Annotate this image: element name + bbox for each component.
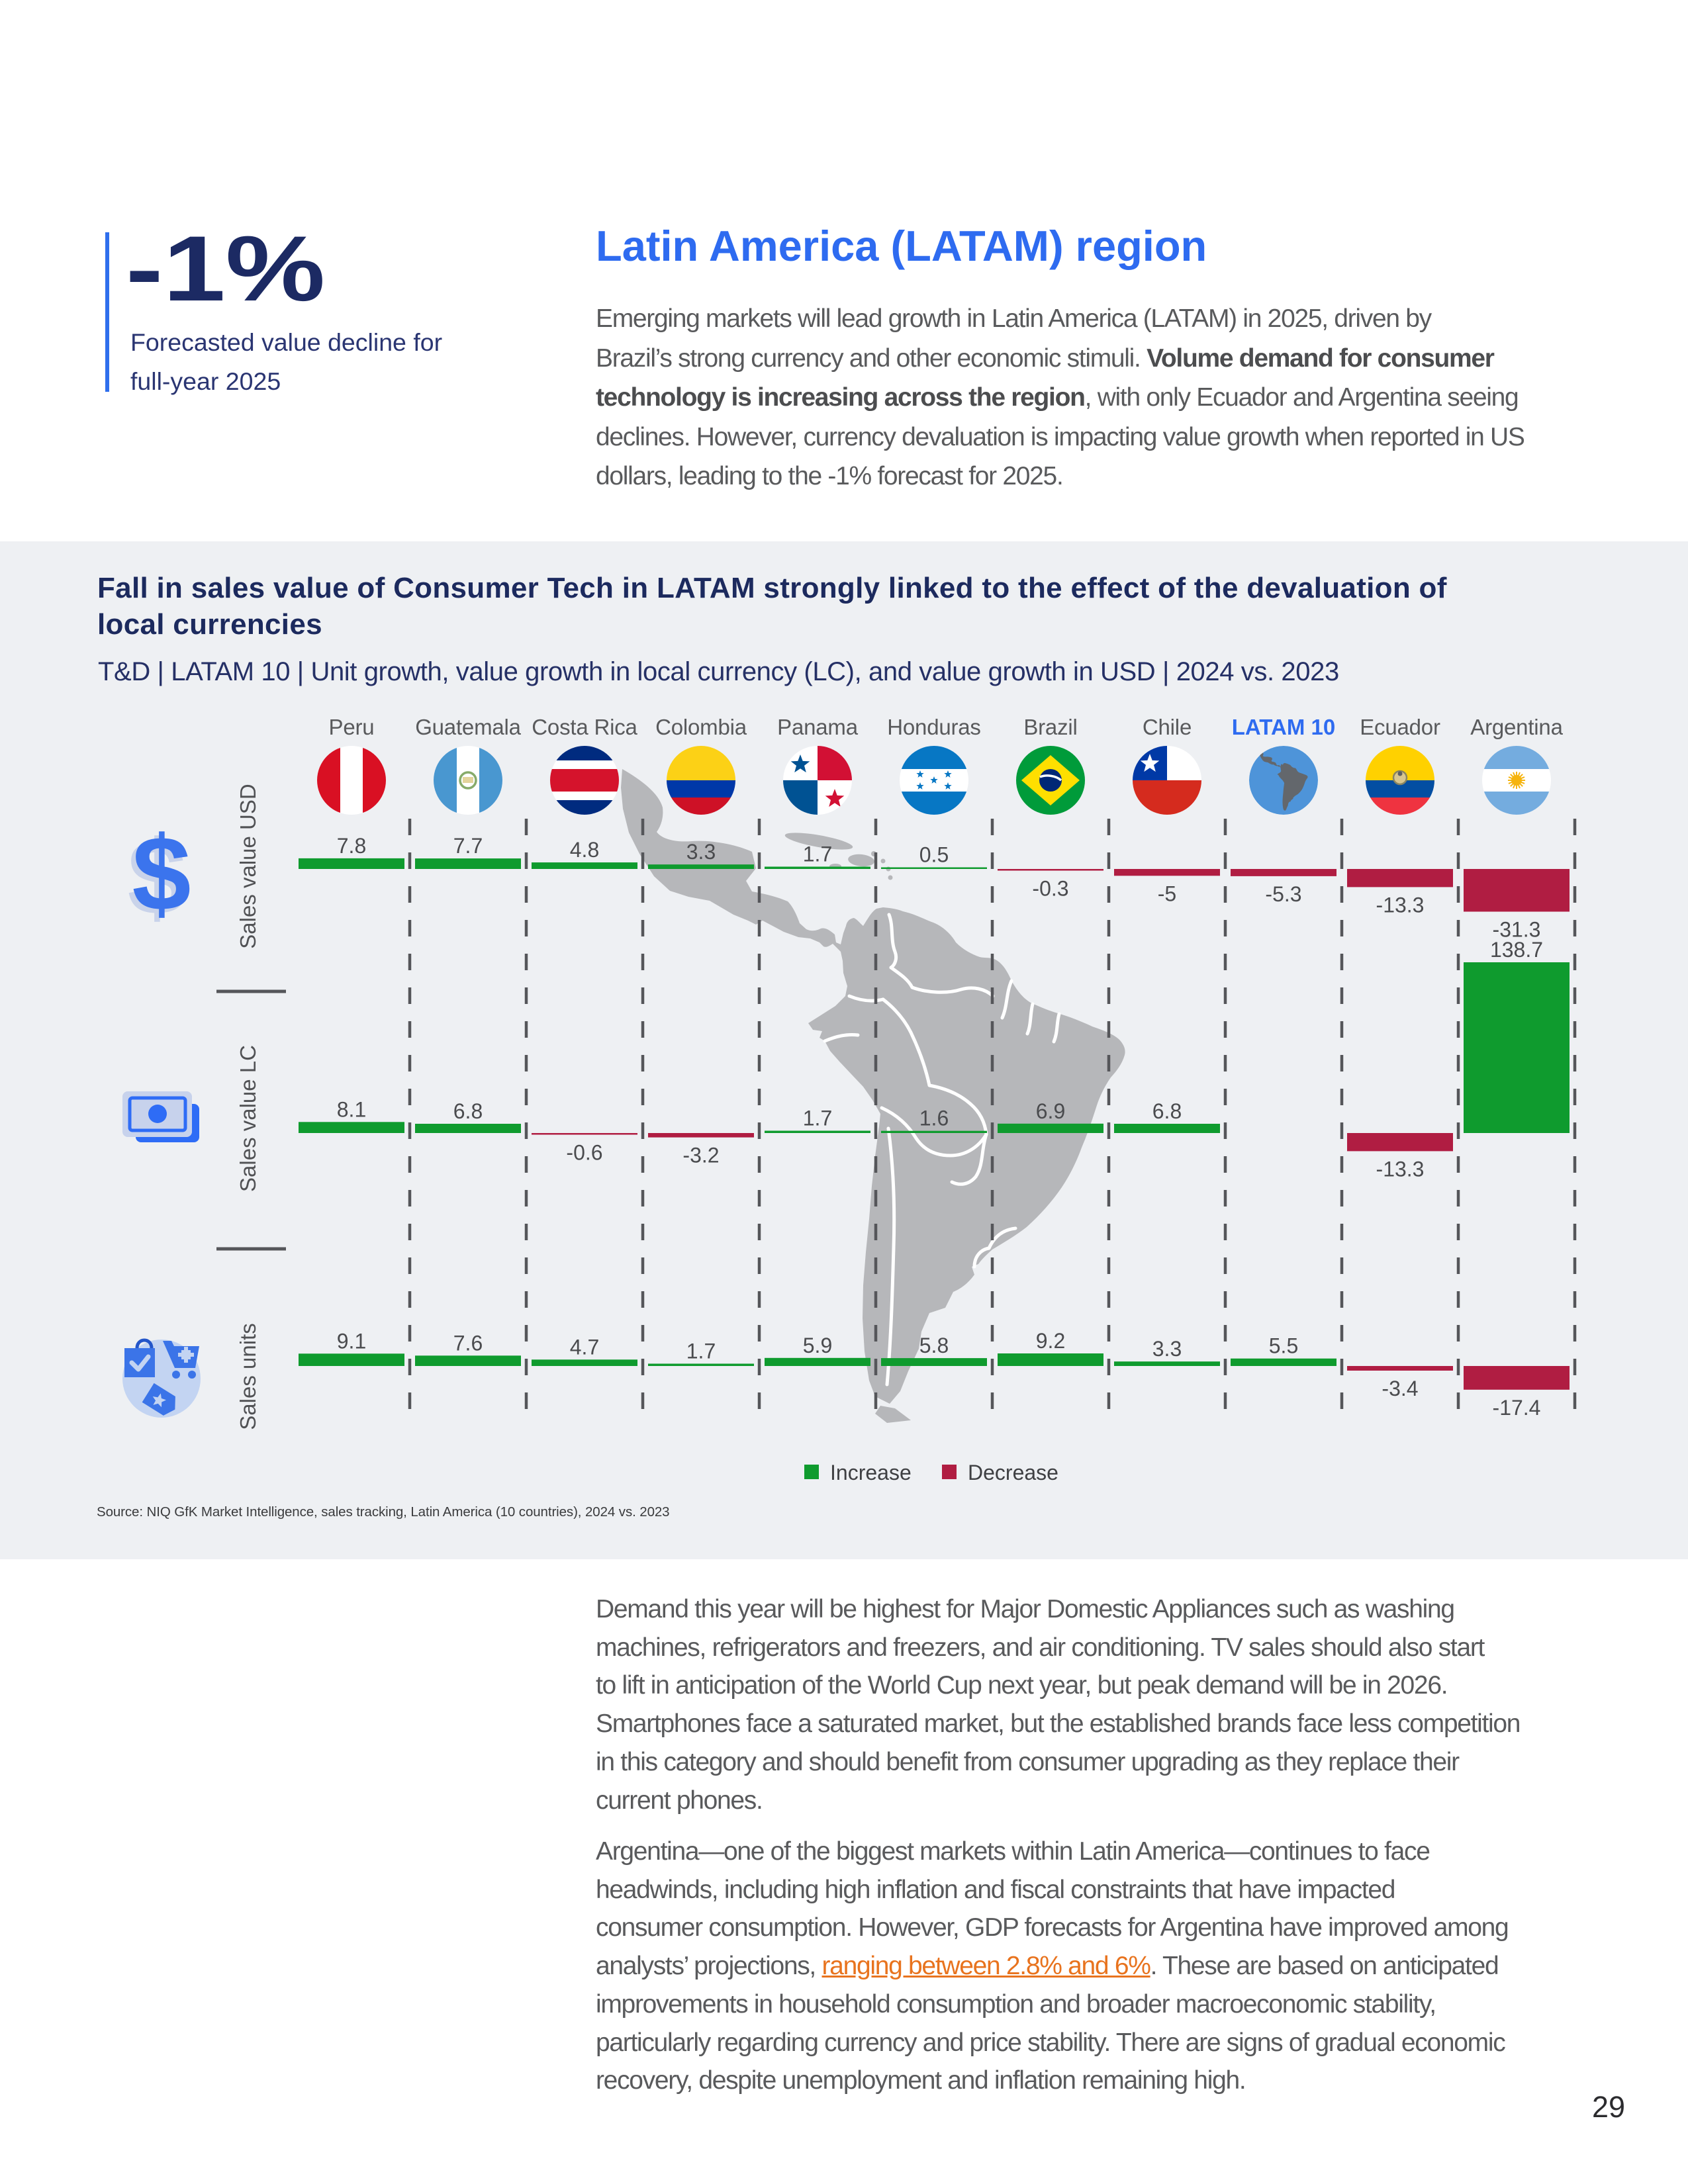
svg-text:7.6: 7.6 [453, 1331, 483, 1355]
svg-text:Increase: Increase [830, 1461, 912, 1484]
svg-text:-17.4: -17.4 [1493, 1396, 1541, 1420]
svg-text:1.7: 1.7 [803, 1107, 832, 1130]
svg-text:Sales value USD: Sales value USD [236, 784, 260, 948]
svg-text:-5: -5 [1158, 882, 1176, 905]
svg-text:6.8: 6.8 [453, 1099, 483, 1123]
svg-text:Ecuador: Ecuador [1360, 715, 1440, 739]
svg-text:Peru: Peru [329, 715, 375, 739]
svg-text:5.8: 5.8 [919, 1334, 949, 1357]
svg-text:-0.6: -0.6 [566, 1141, 602, 1165]
svg-text:Panama: Panama [777, 715, 859, 739]
svg-text:7.8: 7.8 [337, 834, 366, 858]
svg-text:4.8: 4.8 [570, 838, 599, 862]
svg-text:$: $ [128, 818, 187, 936]
svg-text:Brazil: Brazil [1023, 715, 1077, 739]
svg-text:-13.3: -13.3 [1376, 893, 1425, 917]
svg-text:Argentina: Argentina [1470, 715, 1563, 739]
svg-text:-0.3: -0.3 [1032, 877, 1068, 901]
svg-text:$: $ [132, 814, 191, 933]
svg-text:Sales value LC: Sales value LC [236, 1045, 260, 1192]
svg-text:7.7: 7.7 [453, 834, 483, 858]
svg-text:5.9: 5.9 [803, 1334, 832, 1357]
svg-text:-31.3: -31.3 [1493, 918, 1541, 942]
svg-text:-3.4: -3.4 [1382, 1377, 1418, 1400]
svg-text:Costa Rica: Costa Rica [532, 715, 637, 739]
svg-text:-13.3: -13.3 [1376, 1157, 1425, 1181]
svg-text:138.7: 138.7 [1490, 938, 1543, 962]
svg-text:3.3: 3.3 [686, 840, 716, 864]
svg-text:-3.2: -3.2 [682, 1144, 719, 1167]
svg-text:Colombia: Colombia [655, 715, 747, 739]
svg-text:1.7: 1.7 [803, 842, 832, 866]
svg-text:Decrease: Decrease [968, 1461, 1058, 1484]
svg-text:3.3: 3.3 [1152, 1337, 1182, 1361]
svg-text:5.5: 5.5 [1269, 1334, 1298, 1358]
svg-text:6.8: 6.8 [1152, 1099, 1182, 1123]
svg-text:4.7: 4.7 [570, 1335, 599, 1359]
svg-text:1.7: 1.7 [686, 1340, 716, 1363]
svg-text:-5.3: -5.3 [1265, 882, 1301, 906]
svg-text:Guatemala: Guatemala [415, 715, 521, 739]
svg-text:9.1: 9.1 [337, 1329, 366, 1353]
svg-text:Sales units: Sales units [236, 1323, 260, 1430]
svg-text:9.2: 9.2 [1036, 1329, 1065, 1353]
svg-text:Chile: Chile [1143, 715, 1192, 739]
svg-text:8.1: 8.1 [337, 1097, 366, 1121]
svg-text:Honduras: Honduras [887, 715, 981, 739]
svg-text:LATAM 10: LATAM 10 [1232, 715, 1335, 739]
svg-text:0.5: 0.5 [919, 843, 949, 867]
svg-text:1.6: 1.6 [919, 1107, 949, 1130]
svg-text:6.9: 6.9 [1036, 1099, 1065, 1123]
